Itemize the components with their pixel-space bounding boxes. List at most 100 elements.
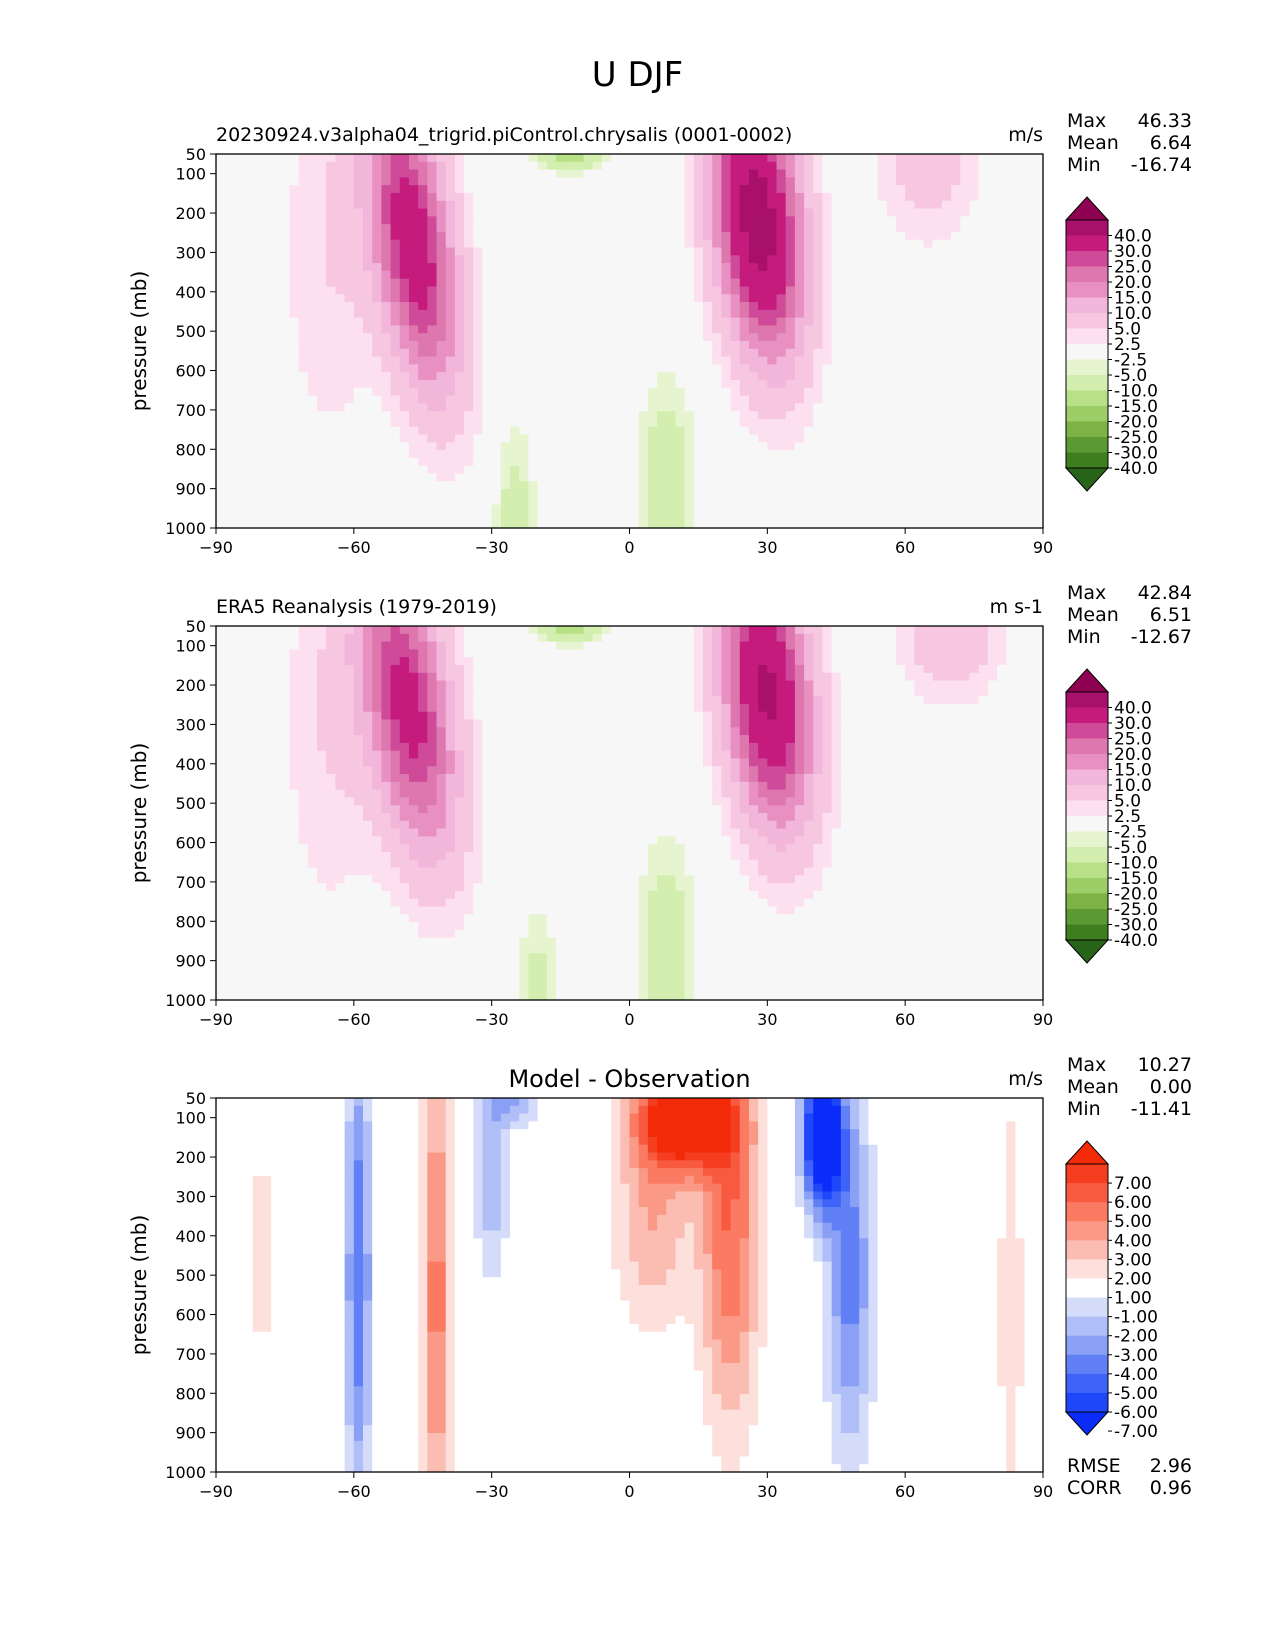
contour-cell [647, 341, 658, 350]
contour-cell [951, 450, 961, 459]
contour-cell [216, 520, 226, 529]
contour-cell [703, 302, 713, 311]
contour-cell [510, 278, 520, 288]
contour-cell [317, 372, 327, 381]
contour-cell [473, 278, 484, 288]
contour-cell [234, 781, 245, 791]
contour-cell [326, 278, 337, 288]
contour-cell [307, 851, 318, 861]
contour-cell [280, 883, 291, 892]
contour-cell [1006, 231, 1017, 241]
contour-cell [905, 154, 915, 163]
contour-cell [703, 278, 713, 288]
contour-cell [941, 239, 952, 249]
contour-cell [298, 672, 309, 682]
contour-cell [997, 154, 1007, 163]
contour-cell [510, 255, 520, 264]
contour-cell [216, 688, 226, 697]
contour-cell [629, 442, 640, 451]
contour-cell [225, 395, 235, 404]
contour-cell [243, 411, 254, 420]
contour-cell [519, 434, 530, 443]
contour-cell [693, 263, 704, 272]
colorbar-tick-label: 20.0 [1114, 273, 1152, 293]
contour-cell [427, 286, 438, 295]
contour-cell [565, 302, 575, 311]
contour-cell [905, 403, 915, 412]
contour-cell [427, 372, 438, 381]
contour-cell [381, 208, 392, 217]
contour-cell [951, 247, 961, 256]
contour-cell [408, 411, 419, 420]
contour-cell [941, 177, 952, 186]
contour-cell [1024, 278, 1035, 288]
contour-cell [620, 379, 631, 389]
contour-cell [850, 465, 860, 475]
contour-cell [684, 247, 695, 256]
contour-cell [454, 520, 465, 529]
contour-cell [969, 496, 980, 506]
contour-cell [877, 263, 888, 272]
contour-cell [785, 341, 796, 350]
contour-cell [216, 504, 226, 514]
contour-cell [464, 224, 474, 233]
contour-cell [280, 828, 291, 837]
contour-cell [510, 200, 520, 210]
contour-cell [372, 263, 382, 272]
contour-cell [1006, 309, 1017, 319]
contour-cell [252, 844, 263, 853]
contour-cell [418, 473, 428, 482]
contour-cell [261, 789, 272, 799]
contour-cell [794, 426, 805, 436]
contour-cell [225, 984, 235, 993]
contour-cell [298, 813, 309, 822]
contour-cell [344, 161, 355, 171]
contour-cell [739, 154, 750, 163]
contour-cell [822, 309, 833, 319]
contour-cell [454, 504, 465, 514]
contour-cell [454, 317, 465, 327]
contour-cell [298, 411, 309, 420]
contour-cell [280, 867, 291, 876]
contour-cell [758, 169, 768, 178]
contour-cell [666, 411, 677, 420]
contour-cell [436, 169, 447, 178]
contour-cell [804, 457, 814, 467]
contour-cell [813, 341, 824, 350]
contour-cell [1006, 387, 1017, 397]
contour-cell [307, 742, 318, 752]
contour-cell [767, 302, 778, 311]
contour-cell [620, 372, 631, 381]
contour-cell [353, 411, 364, 420]
contour-cell [1015, 348, 1026, 358]
contour-cell [381, 387, 392, 397]
contour-cell [243, 961, 254, 970]
contour-cell [418, 154, 428, 163]
contour-cell [436, 208, 447, 217]
contour-cell [307, 473, 318, 482]
contour-cell [657, 247, 667, 256]
contour-cell [519, 403, 530, 412]
contour-cell [252, 774, 263, 783]
contour-cell [335, 239, 346, 249]
contour-cell [629, 372, 640, 381]
contour-cell [859, 403, 870, 412]
contour-cell [629, 208, 640, 217]
contour-cell [886, 457, 897, 467]
contour-cell [252, 379, 263, 389]
contour-cell [500, 442, 511, 451]
contour-cell [565, 450, 575, 459]
contour-cell [289, 797, 300, 806]
contour-cell [289, 649, 300, 658]
contour-cell [317, 735, 327, 744]
contour-cell [794, 457, 805, 467]
contour-cell [537, 520, 548, 529]
contour-cell [317, 442, 327, 451]
contour-cell [280, 649, 291, 658]
contour-cell [592, 364, 603, 373]
contour-cell [528, 341, 539, 350]
colorbar-swatch [1066, 251, 1108, 267]
contour-cell [822, 317, 833, 327]
contour-cell [225, 364, 235, 373]
contour-cell [510, 161, 520, 171]
